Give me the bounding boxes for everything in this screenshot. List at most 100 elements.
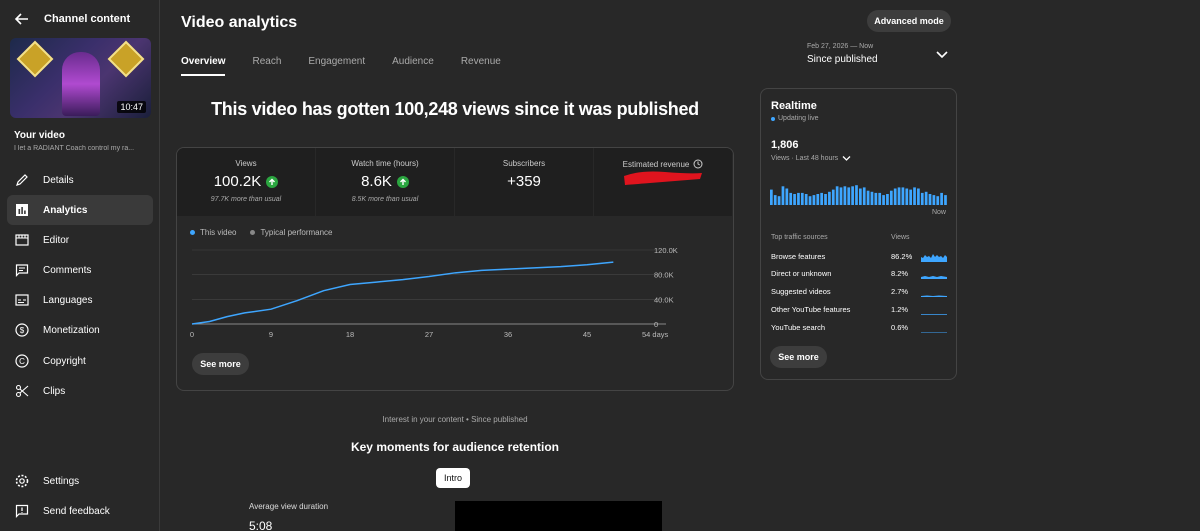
realtime-bar bbox=[909, 189, 913, 205]
realtime-bar bbox=[812, 195, 816, 205]
chart-legend: This video Typical performance bbox=[190, 228, 333, 237]
date-range-text: Feb 27, 2026 — Now bbox=[807, 43, 874, 50]
y-tick-label: 0 bbox=[654, 320, 658, 329]
metrics-card: Views 100.2K 97.7K more than usual Watch… bbox=[176, 147, 734, 391]
nav-label: Comments bbox=[43, 264, 92, 276]
metric-subscribers[interactable]: Subscribers +359 bbox=[455, 148, 594, 216]
metric-subtext: 97.7K more than usual bbox=[210, 196, 282, 203]
sparkline bbox=[921, 276, 947, 279]
nav-settings[interactable]: Settings bbox=[7, 466, 153, 496]
date-range-selector[interactable]: Feb 27, 2026 — Now Since published bbox=[807, 43, 878, 65]
realtime-bar bbox=[843, 186, 847, 205]
svg-text:C: C bbox=[19, 357, 25, 366]
x-tick-label: 27 bbox=[425, 330, 433, 339]
views-line-chart: 0 40.0K 80.0K 120.0K 0 9 18 27 36 45 54 days bbox=[190, 246, 678, 339]
nav-label: Analytics bbox=[43, 204, 88, 216]
realtime-bar bbox=[917, 188, 920, 205]
realtime-bar-chart bbox=[770, 185, 947, 205]
editor-icon bbox=[15, 234, 29, 246]
sparkline bbox=[921, 314, 947, 315]
page-title: Video analytics bbox=[181, 14, 298, 31]
nav-monetization[interactable]: $ Monetization bbox=[7, 315, 153, 345]
sparkline bbox=[921, 295, 947, 297]
dollar-icon: $ bbox=[15, 323, 29, 337]
video-preview[interactable] bbox=[455, 501, 662, 531]
realtime-bar bbox=[924, 191, 928, 205]
metric-label: Views bbox=[235, 159, 257, 168]
key-moments-title: Key moments for audience retention bbox=[350, 440, 560, 454]
tab-audience[interactable]: Audience bbox=[392, 56, 434, 67]
nav-comments[interactable]: Comments bbox=[7, 255, 153, 285]
realtime-bar bbox=[936, 196, 940, 205]
trend-up-icon bbox=[396, 175, 409, 188]
realtime-period-selector[interactable]: Views · Last 48 hours bbox=[771, 155, 851, 162]
trend-up-icon bbox=[266, 175, 279, 188]
realtime-bar bbox=[901, 187, 905, 205]
nav-label: Monetization bbox=[43, 324, 100, 336]
nav-label: Settings bbox=[43, 475, 80, 487]
realtime-bar bbox=[839, 187, 843, 205]
realtime-bar bbox=[920, 192, 924, 205]
realtime-bar bbox=[944, 195, 947, 205]
interest-label: Interest in your content • Since publish… bbox=[382, 415, 528, 424]
realtime-bar bbox=[882, 195, 885, 205]
nav-editor[interactable]: Editor bbox=[7, 225, 153, 255]
see-more-button[interactable]: See more bbox=[192, 353, 249, 375]
tab-overview[interactable]: Overview bbox=[181, 56, 226, 76]
metric-views[interactable]: Views 100.2K 97.7K more than usual bbox=[177, 148, 316, 216]
metric-value: 100.2K bbox=[213, 173, 262, 190]
analytics-icon bbox=[16, 204, 28, 216]
sidebar: Channel content 10:47 Your video I let a… bbox=[0, 0, 160, 531]
nav-send-feedback[interactable]: Send feedback bbox=[7, 496, 153, 526]
pencil-icon bbox=[16, 174, 28, 186]
realtime-bar bbox=[866, 190, 870, 205]
realtime-bar bbox=[928, 194, 932, 205]
nav-analytics[interactable]: Analytics bbox=[7, 195, 153, 225]
intro-chip[interactable]: Intro bbox=[436, 468, 470, 488]
updating-live-status: Updating live bbox=[771, 115, 818, 122]
tab-bar: Overview Reach Engagement Audience Reven… bbox=[181, 56, 528, 76]
now-label: Now bbox=[931, 209, 946, 216]
realtime-bar bbox=[773, 195, 777, 205]
traffic-source-row: Suggested videos 2.7% bbox=[771, 287, 947, 299]
sidebar-header: Channel content bbox=[14, 10, 130, 28]
languages-icon bbox=[15, 294, 29, 306]
realtime-bar bbox=[770, 189, 773, 205]
nav-copyright[interactable]: C Copyright bbox=[7, 346, 153, 376]
realtime-bar bbox=[828, 191, 831, 205]
realtime-bar bbox=[831, 189, 835, 205]
y-tick-label: 80.0K bbox=[654, 271, 674, 280]
y-tick-label: 120.0K bbox=[654, 246, 678, 255]
views-headline: This video has gotten 100,248 views sinc… bbox=[211, 99, 699, 119]
realtime-bar bbox=[793, 194, 796, 205]
x-tick-label: 36 bbox=[504, 330, 512, 339]
realtime-bar bbox=[785, 188, 789, 205]
metric-watch-time[interactable]: Watch time (hours) 8.6K 8.5K more than u… bbox=[316, 148, 455, 216]
realtime-bar bbox=[932, 195, 936, 205]
nav-details[interactable]: Details bbox=[7, 165, 153, 195]
x-tick-label: 0 bbox=[190, 330, 194, 339]
metric-estimated-revenue[interactable]: Estimated revenue bbox=[594, 148, 733, 216]
rank-emblem-icon bbox=[107, 40, 145, 78]
traffic-source-row: YouTube search 0.6% bbox=[771, 323, 947, 335]
chevron-down-icon[interactable] bbox=[936, 50, 948, 60]
realtime-bar bbox=[851, 186, 854, 205]
nav-label: Copyright bbox=[43, 355, 86, 367]
tab-engagement[interactable]: Engagement bbox=[308, 56, 366, 67]
realtime-bar bbox=[847, 187, 851, 205]
realtime-see-more-button[interactable]: See more bbox=[770, 346, 827, 368]
nav-clips[interactable]: Clips bbox=[7, 376, 153, 406]
video-thumbnail[interactable]: 10:47 bbox=[10, 38, 151, 118]
realtime-bar bbox=[820, 192, 824, 205]
tab-revenue[interactable]: Revenue bbox=[460, 56, 501, 67]
metric-value: 8.6K bbox=[361, 173, 392, 190]
nav-label: Clips bbox=[43, 385, 66, 397]
nav-languages[interactable]: Languages bbox=[7, 285, 153, 315]
back-arrow-icon[interactable] bbox=[14, 11, 30, 27]
tab-reach[interactable]: Reach bbox=[252, 56, 282, 67]
nav-label: Languages bbox=[43, 294, 93, 306]
x-tick-label: 9 bbox=[269, 330, 273, 339]
advanced-mode-button[interactable]: Advanced mode bbox=[867, 10, 951, 32]
realtime-card: Realtime Updating live 1,806 Views · Las… bbox=[760, 88, 957, 380]
